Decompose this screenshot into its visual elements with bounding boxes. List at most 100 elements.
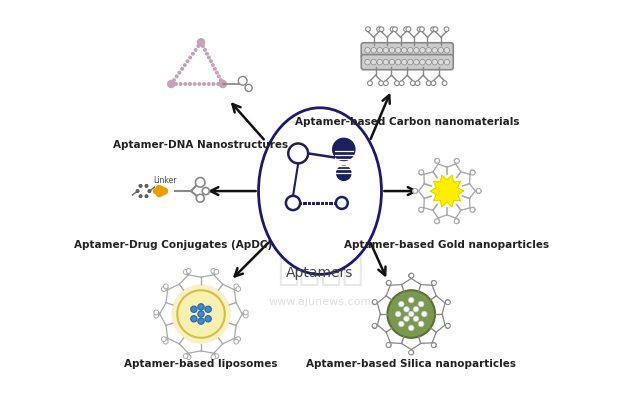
- Circle shape: [470, 170, 475, 175]
- Circle shape: [383, 59, 388, 65]
- Circle shape: [243, 310, 248, 315]
- Circle shape: [188, 82, 192, 86]
- Circle shape: [396, 47, 401, 53]
- Circle shape: [420, 47, 426, 53]
- Circle shape: [445, 324, 450, 328]
- Circle shape: [191, 306, 197, 312]
- Circle shape: [194, 48, 198, 52]
- Circle shape: [179, 82, 182, 86]
- Circle shape: [193, 82, 196, 86]
- Circle shape: [399, 81, 404, 86]
- Circle shape: [236, 337, 241, 341]
- Circle shape: [168, 80, 175, 88]
- Circle shape: [426, 81, 431, 86]
- Circle shape: [372, 323, 377, 328]
- Circle shape: [419, 170, 424, 175]
- Circle shape: [386, 343, 391, 347]
- Circle shape: [288, 143, 308, 163]
- Circle shape: [211, 63, 215, 67]
- Circle shape: [183, 354, 188, 359]
- Text: Aptamer-based liposomes: Aptamer-based liposomes: [124, 359, 278, 369]
- Circle shape: [191, 52, 195, 56]
- Circle shape: [199, 40, 203, 44]
- Circle shape: [445, 323, 451, 328]
- Circle shape: [336, 197, 348, 209]
- Circle shape: [145, 184, 148, 187]
- Circle shape: [389, 47, 395, 53]
- Circle shape: [408, 273, 413, 278]
- FancyBboxPatch shape: [361, 55, 453, 70]
- Circle shape: [438, 59, 444, 65]
- Circle shape: [183, 82, 188, 86]
- Circle shape: [195, 178, 205, 187]
- Circle shape: [408, 47, 413, 53]
- Polygon shape: [430, 175, 463, 207]
- Circle shape: [433, 27, 438, 31]
- Circle shape: [422, 311, 427, 317]
- Circle shape: [404, 316, 409, 322]
- Circle shape: [333, 139, 355, 160]
- Text: Aptamers: Aptamers: [286, 266, 354, 281]
- Circle shape: [214, 354, 219, 359]
- Circle shape: [377, 27, 381, 31]
- Circle shape: [234, 284, 239, 289]
- Circle shape: [372, 324, 377, 328]
- FancyBboxPatch shape: [361, 43, 453, 58]
- Circle shape: [409, 273, 414, 278]
- Circle shape: [445, 300, 451, 305]
- Circle shape: [408, 297, 414, 303]
- Circle shape: [406, 27, 411, 31]
- Text: www.ajunews.com: www.ajunews.com: [268, 297, 372, 307]
- Circle shape: [365, 59, 371, 65]
- Circle shape: [419, 301, 424, 307]
- Circle shape: [371, 59, 376, 65]
- Circle shape: [371, 47, 376, 53]
- Circle shape: [408, 311, 414, 317]
- Circle shape: [183, 63, 187, 67]
- Circle shape: [396, 311, 401, 317]
- Circle shape: [444, 47, 450, 53]
- Circle shape: [399, 301, 404, 307]
- Text: Aptamer-Drug Conjugates (ApDC): Aptamer-Drug Conjugates (ApDC): [74, 240, 273, 250]
- Circle shape: [196, 194, 204, 202]
- Circle shape: [202, 82, 206, 86]
- Circle shape: [431, 281, 436, 285]
- Circle shape: [205, 52, 209, 56]
- Circle shape: [419, 207, 424, 212]
- Circle shape: [435, 219, 439, 224]
- Circle shape: [379, 81, 383, 86]
- Circle shape: [399, 321, 404, 327]
- Circle shape: [476, 189, 481, 194]
- Circle shape: [174, 82, 178, 86]
- Circle shape: [245, 84, 252, 92]
- Circle shape: [198, 39, 205, 46]
- Circle shape: [413, 59, 419, 65]
- Circle shape: [408, 350, 413, 355]
- Circle shape: [383, 81, 388, 86]
- Circle shape: [426, 59, 431, 65]
- Circle shape: [390, 27, 395, 31]
- Circle shape: [199, 40, 203, 44]
- Circle shape: [413, 47, 419, 53]
- Circle shape: [444, 59, 450, 65]
- Circle shape: [401, 59, 407, 65]
- Circle shape: [476, 189, 481, 193]
- Circle shape: [234, 339, 239, 344]
- Text: Aptamer-based Carbon nanomaterials: Aptamer-based Carbon nanomaterials: [295, 117, 520, 127]
- Circle shape: [337, 166, 351, 180]
- Circle shape: [139, 184, 142, 187]
- Circle shape: [454, 219, 459, 224]
- Circle shape: [404, 27, 408, 31]
- Circle shape: [207, 82, 211, 86]
- Circle shape: [154, 313, 159, 318]
- Circle shape: [191, 316, 197, 322]
- Circle shape: [420, 27, 424, 31]
- Circle shape: [367, 81, 372, 86]
- Circle shape: [454, 219, 460, 224]
- Circle shape: [442, 81, 447, 86]
- Circle shape: [221, 82, 225, 86]
- Circle shape: [177, 290, 225, 338]
- Circle shape: [410, 81, 415, 86]
- Circle shape: [205, 316, 211, 322]
- Circle shape: [172, 78, 176, 82]
